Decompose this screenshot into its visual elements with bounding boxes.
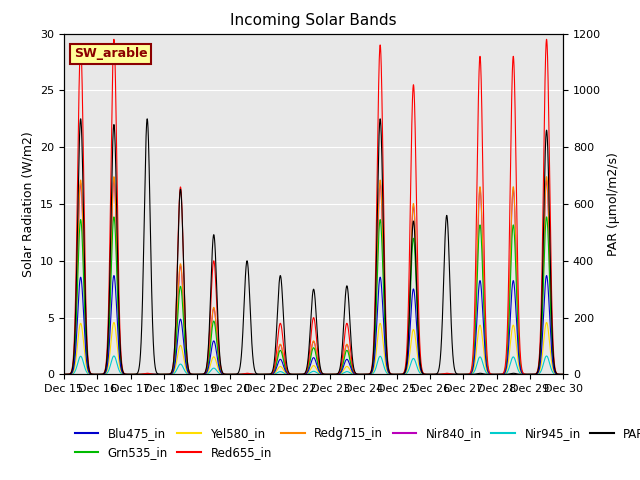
Y-axis label: PAR (μmol/m2/s): PAR (μmol/m2/s)	[607, 152, 620, 256]
Text: SW_arable: SW_arable	[74, 48, 148, 60]
Y-axis label: Solar Radiation (W/m2): Solar Radiation (W/m2)	[22, 131, 35, 277]
Title: Incoming Solar Bands: Incoming Solar Bands	[230, 13, 397, 28]
Legend: Blu475_in, Grn535_in, Yel580_in, Red655_in, Redg715_in, Nir840_in, Nir945_in, PA: Blu475_in, Grn535_in, Yel580_in, Red655_…	[70, 422, 640, 464]
